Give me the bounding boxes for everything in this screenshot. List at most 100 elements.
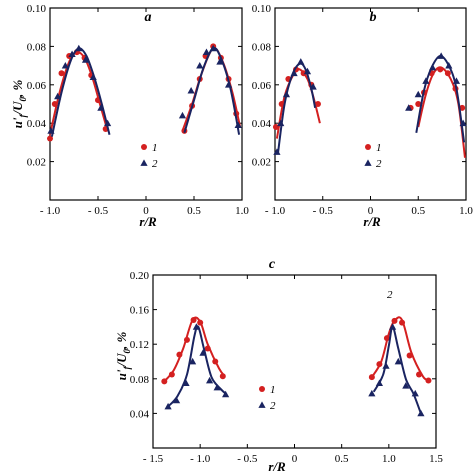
data-point — [202, 48, 211, 56]
data-point — [375, 379, 383, 387]
x-tick-label: 0.5 — [335, 453, 349, 465]
x-tick-label: - 0.5 — [313, 205, 334, 217]
legend-marker — [364, 159, 372, 166]
data-point — [204, 345, 211, 352]
data-point — [389, 323, 397, 330]
x-tick-label: 0 — [143, 205, 149, 217]
x-tick-label: - 1.0 — [190, 453, 211, 465]
x-tick-label: - 1.5 — [143, 453, 164, 465]
data-point — [224, 81, 233, 88]
data-point — [277, 119, 285, 127]
series-curve — [372, 325, 422, 414]
y-axis-label: u'f/U0, % — [10, 80, 28, 129]
data-point — [183, 336, 190, 343]
data-point — [383, 335, 390, 342]
y-tick-label: 0.08 — [130, 374, 150, 386]
data-point — [75, 44, 83, 52]
data-point — [196, 62, 204, 69]
x-tick-label: 1.0 — [235, 205, 249, 217]
series-2 — [164, 323, 425, 417]
series-annotation: 2 — [387, 289, 393, 301]
data-point — [190, 316, 197, 323]
data-point — [176, 351, 183, 358]
data-point — [297, 58, 305, 65]
data-point — [309, 83, 317, 90]
data-point — [189, 357, 197, 365]
legend-label: 2 — [376, 158, 382, 170]
y-tick-label: 0.10 — [252, 3, 272, 15]
series-1 — [272, 66, 466, 158]
plot-frame — [152, 274, 437, 449]
y-tick-label: 0.06 — [27, 80, 47, 92]
data-point — [164, 402, 172, 410]
data-point — [282, 90, 291, 98]
data-point — [290, 69, 298, 77]
data-point — [414, 90, 422, 98]
data-point — [219, 373, 226, 380]
data-point — [368, 374, 375, 381]
legend-marker — [259, 386, 265, 392]
data-point — [216, 58, 224, 65]
data-point — [192, 323, 200, 330]
x-axis-label: r/R — [363, 214, 381, 229]
panel-label: c — [269, 257, 276, 272]
data-point — [416, 371, 423, 378]
data-point — [314, 101, 321, 107]
data-point — [411, 389, 419, 397]
data-point — [104, 119, 112, 127]
legend-label: 1 — [270, 384, 276, 396]
data-point — [452, 77, 461, 84]
data-point — [209, 44, 217, 52]
legend-label: 1 — [376, 142, 382, 154]
legend: 12 — [258, 384, 276, 412]
data-point — [376, 361, 383, 368]
data-point — [459, 119, 467, 127]
y-tick-label: 0.08 — [27, 41, 47, 53]
panel-a: - 1.0 - 0.5 0 0.5 1.0 0.02 0.04 0.06 0.08 0.10 a r/… — [10, 3, 249, 229]
x-tick-label: 1.0 — [382, 453, 396, 465]
data-point — [417, 409, 425, 417]
data-point — [213, 383, 221, 391]
y-tick-label: 0.08 — [252, 41, 272, 53]
data-point — [399, 319, 406, 326]
y-tick-label: 0.12 — [130, 339, 149, 351]
data-point — [89, 73, 97, 80]
legend-marker — [140, 159, 148, 166]
data-point — [422, 77, 430, 84]
data-point — [303, 67, 312, 75]
x-tick-label: 0.5 — [187, 205, 201, 217]
legend-marker — [141, 144, 147, 150]
x-tick-label: 0.5 — [411, 205, 425, 217]
y-tick-label: 0.02 — [252, 157, 271, 169]
data-point — [437, 52, 445, 59]
data-point — [47, 135, 53, 142]
data-point — [406, 352, 413, 359]
x-tick-label: - 1.0 — [265, 205, 286, 217]
data-point — [206, 376, 214, 384]
plot-frame — [274, 7, 467, 201]
y-tick-label: 0.10 — [27, 3, 47, 15]
series-1 — [47, 43, 242, 142]
x-tick-label: - 0.5 — [237, 453, 258, 465]
data-point — [278, 101, 285, 107]
data-point — [437, 66, 444, 73]
data-point — [212, 358, 219, 365]
series-curve — [163, 316, 226, 383]
series-1 — [161, 316, 432, 385]
data-point — [222, 390, 230, 398]
x-tick-label: 0 — [292, 453, 298, 465]
data-point — [182, 379, 190, 387]
panel-label: a — [145, 10, 152, 25]
data-point — [97, 104, 105, 111]
y-tick-label: 0.20 — [130, 270, 150, 282]
data-point — [199, 349, 207, 356]
data-point — [168, 371, 175, 378]
data-point — [81, 56, 90, 63]
data-point — [197, 319, 204, 326]
data-point — [54, 92, 62, 100]
data-point — [58, 70, 65, 77]
series-curve — [50, 47, 111, 137]
y-tick-label: 0.04 — [252, 118, 272, 130]
series-2 — [47, 44, 242, 137]
